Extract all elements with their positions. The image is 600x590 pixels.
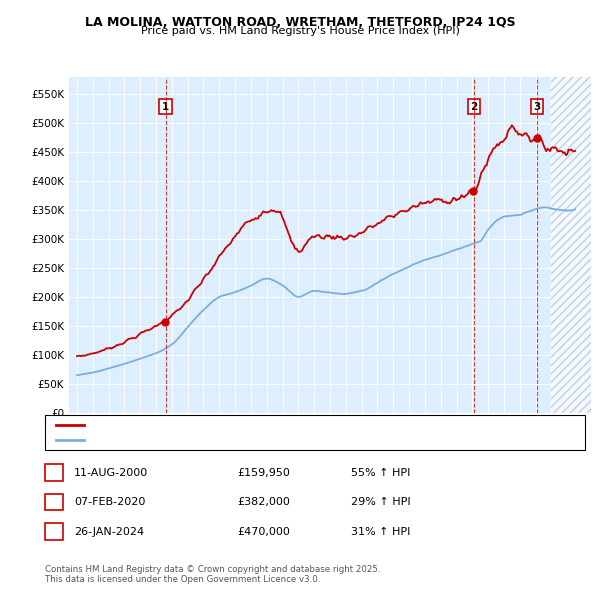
Text: 55% ↑ HPI: 55% ↑ HPI [351, 468, 410, 477]
Text: LA MOLINA, WATTON ROAD, WRETHAM, THETFORD, IP24 1QS (detached house): LA MOLINA, WATTON ROAD, WRETHAM, THETFOR… [89, 420, 479, 430]
Text: 3: 3 [533, 102, 541, 112]
Text: 2: 2 [470, 102, 478, 112]
Bar [551, 77, 591, 413]
Text: HPI: Average price, detached house, Breckland: HPI: Average price, detached house, Brec… [89, 435, 319, 445]
Text: £382,000: £382,000 [237, 497, 290, 507]
Text: Price paid vs. HM Land Registry's House Price Index (HPI): Price paid vs. HM Land Registry's House … [140, 27, 460, 36]
Text: 1: 1 [162, 102, 169, 112]
Text: 26-JAN-2024: 26-JAN-2024 [74, 527, 144, 536]
Text: 3: 3 [50, 527, 58, 536]
Text: 31% ↑ HPI: 31% ↑ HPI [351, 527, 410, 536]
Text: 2: 2 [50, 497, 58, 507]
Text: LA MOLINA, WATTON ROAD, WRETHAM, THETFORD, IP24 1QS: LA MOLINA, WATTON ROAD, WRETHAM, THETFOR… [85, 16, 515, 29]
Text: 07-FEB-2020: 07-FEB-2020 [74, 497, 145, 507]
Text: Contains HM Land Registry data © Crown copyright and database right 2025.
This d: Contains HM Land Registry data © Crown c… [45, 565, 380, 584]
Text: £159,950: £159,950 [237, 468, 290, 477]
Text: £470,000: £470,000 [237, 527, 290, 536]
Text: 1: 1 [50, 468, 58, 477]
Text: 29% ↑ HPI: 29% ↑ HPI [351, 497, 410, 507]
Text: 11-AUG-2000: 11-AUG-2000 [74, 468, 148, 477]
